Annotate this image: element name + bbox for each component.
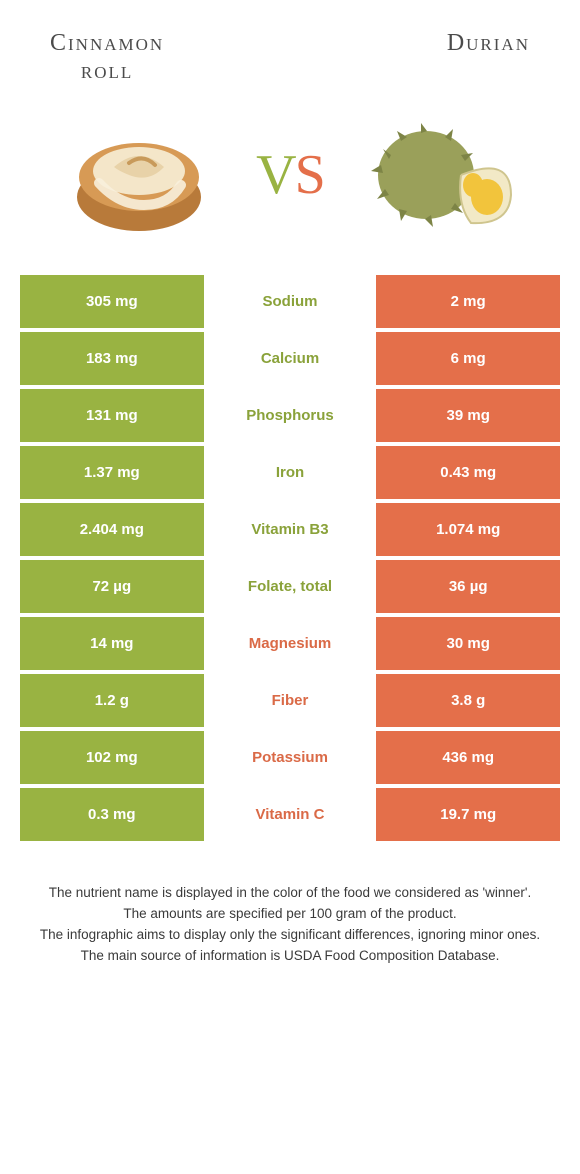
header-titles: Cinnamon roll Durian — [0, 0, 580, 95]
left-value: 2.404 mg — [20, 503, 204, 556]
right-value: 30 mg — [376, 617, 560, 670]
nutrient-name: Folate, total — [204, 560, 377, 613]
vs-s: S — [295, 144, 324, 206]
right-value: 0.43 mg — [376, 446, 560, 499]
table-row: 1.37 mgIron0.43 mg — [20, 446, 560, 499]
table-row: 2.404 mgVitamin B31.074 mg — [20, 503, 560, 556]
table-row: 183 mgCalcium6 mg — [20, 332, 560, 385]
table-row: 305 mgSodium2 mg — [20, 275, 560, 328]
table-row: 1.2 gFiber3.8 g — [20, 674, 560, 727]
right-value: 1.074 mg — [376, 503, 560, 556]
right-value: 3.8 g — [376, 674, 560, 727]
infographic-root: Cinnamon roll Durian VS — [0, 0, 580, 967]
table-row: 131 mgPhosphorus39 mg — [20, 389, 560, 442]
right-value: 2 mg — [376, 275, 560, 328]
footer-line-4: The main source of information is USDA F… — [36, 946, 544, 967]
nutrient-name: Phosphorus — [204, 389, 377, 442]
nutrient-name: Iron — [204, 446, 377, 499]
left-value: 72 µg — [20, 560, 204, 613]
nutrient-name: Potassium — [204, 731, 377, 784]
table-row: 72 µgFolate, total36 µg — [20, 560, 560, 613]
left-food-title-line2: roll — [81, 58, 133, 84]
cinnamon-roll-image — [59, 105, 219, 245]
durian-image — [361, 105, 521, 245]
vs-v: V — [256, 144, 294, 206]
left-value: 305 mg — [20, 275, 204, 328]
left-value: 14 mg — [20, 617, 204, 670]
left-value: 1.37 mg — [20, 446, 204, 499]
left-value: 131 mg — [20, 389, 204, 442]
right-value: 6 mg — [376, 332, 560, 385]
hero-row: VS — [0, 95, 580, 275]
left-value: 0.3 mg — [20, 788, 204, 841]
right-value: 436 mg — [376, 731, 560, 784]
nutrient-name: Sodium — [204, 275, 377, 328]
footer-line-1: The nutrient name is displayed in the co… — [36, 883, 544, 904]
left-value: 1.2 g — [20, 674, 204, 727]
right-value: 19.7 mg — [376, 788, 560, 841]
left-food-title: Cinnamon roll — [50, 30, 164, 85]
footer-line-2: The amounts are specified per 100 gram o… — [36, 904, 544, 925]
left-value: 183 mg — [20, 332, 204, 385]
table-row: 0.3 mgVitamin C19.7 mg — [20, 788, 560, 841]
table-row: 14 mgMagnesium30 mg — [20, 617, 560, 670]
nutrient-name: Vitamin B3 — [204, 503, 377, 556]
nutrient-name: Magnesium — [204, 617, 377, 670]
footer-notes: The nutrient name is displayed in the co… — [0, 845, 580, 967]
footer-line-3: The infographic aims to display only the… — [36, 925, 544, 946]
nutrient-name: Vitamin C — [204, 788, 377, 841]
right-value: 39 mg — [376, 389, 560, 442]
left-food-title-line1: Cinnamon — [50, 30, 164, 56]
nutrient-table: 305 mgSodium2 mg183 mgCalcium6 mg131 mgP… — [20, 275, 560, 841]
table-row: 102 mgPotassium436 mg — [20, 731, 560, 784]
nutrient-name: Calcium — [204, 332, 377, 385]
right-value: 36 µg — [376, 560, 560, 613]
left-value: 102 mg — [20, 731, 204, 784]
vs-label: VS — [256, 143, 324, 207]
right-food-title: Durian — [447, 30, 530, 85]
nutrient-name: Fiber — [204, 674, 377, 727]
